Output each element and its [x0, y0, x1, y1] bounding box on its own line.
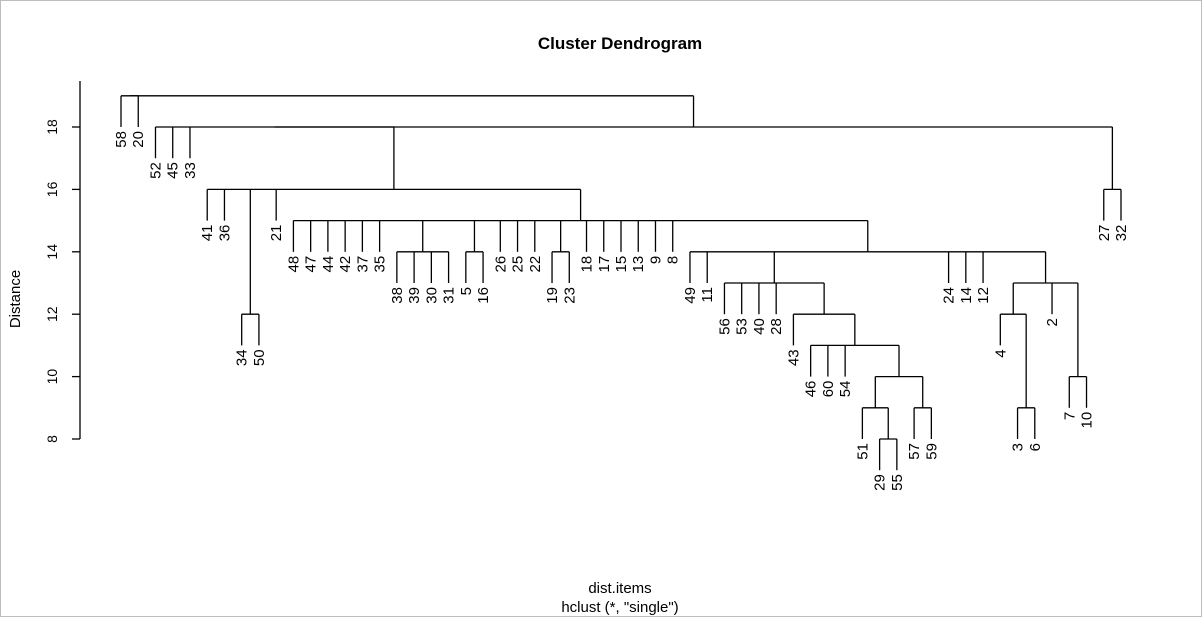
y-tick-label: 8	[44, 435, 60, 443]
leaf-label-54: 54	[837, 381, 854, 398]
leaf-label-5: 5	[458, 287, 475, 295]
leaf-label-42: 42	[337, 256, 354, 273]
leaf-label-35: 35	[372, 256, 389, 273]
leaf-label-50: 50	[251, 349, 268, 366]
leaf-label-17: 17	[596, 256, 613, 273]
leaf-label-36: 36	[216, 225, 233, 242]
dendrogram-branches	[120, 95, 1122, 471]
y-tick-label: 10	[44, 369, 60, 385]
leaf-label-28: 28	[768, 318, 785, 335]
leaf-label-44: 44	[320, 256, 337, 273]
chart-title: Cluster Dendrogram	[538, 34, 702, 53]
leaf-label-14: 14	[958, 287, 975, 304]
leaf-label-7: 7	[1061, 412, 1078, 420]
leaf-label-12: 12	[975, 287, 992, 304]
leaf-label-59: 59	[923, 443, 940, 460]
x-axis-label: dist.items	[588, 580, 651, 597]
leaf-label-4: 4	[992, 349, 1009, 357]
leaf-label-34: 34	[234, 349, 251, 366]
y-tick-label: 18	[44, 119, 60, 135]
leaf-label-18: 18	[579, 256, 596, 273]
leaf-label-55: 55	[889, 474, 906, 491]
leaf-label-51: 51	[854, 443, 871, 460]
leaf-label-45: 45	[165, 162, 182, 179]
leaf-label-53: 53	[734, 318, 751, 335]
leaf-label-24: 24	[941, 287, 958, 304]
leaf-label-52: 52	[147, 162, 164, 179]
leaf-label-39: 39	[406, 287, 423, 304]
leaf-label-19: 19	[544, 287, 561, 304]
leaf-label-56: 56	[716, 318, 733, 335]
leaf-label-27: 27	[1096, 225, 1113, 242]
leaf-label-23: 23	[561, 287, 578, 304]
leaf-label-49: 49	[682, 287, 699, 304]
leaf-label-15: 15	[613, 256, 630, 273]
leaf-label-2: 2	[1044, 318, 1061, 326]
y-tick-label: 12	[44, 306, 60, 322]
leaf-label-10: 10	[1079, 412, 1096, 429]
leaf-label-26: 26	[492, 256, 509, 273]
leaf-label-25: 25	[510, 256, 527, 273]
leaf-label-6: 6	[1027, 443, 1044, 451]
leaf-label-11: 11	[699, 287, 716, 303]
leaf-label-21: 21	[268, 225, 285, 242]
leaf-label-57: 57	[906, 443, 923, 460]
leaf-label-38: 38	[389, 287, 406, 304]
leaf-label-20: 20	[130, 131, 147, 148]
leaf-label-41: 41	[199, 225, 216, 242]
leaf-label-47: 47	[303, 256, 320, 273]
leaf-label-31: 31	[441, 287, 458, 304]
leaf-label-48: 48	[285, 256, 302, 273]
leaf-label-40: 40	[751, 318, 768, 335]
leaf-label-13: 13	[630, 256, 647, 273]
leaf-label-29: 29	[872, 474, 889, 491]
leaf-label-33: 33	[182, 162, 199, 179]
leaf-label-46: 46	[803, 381, 820, 398]
leaf-label-37: 37	[354, 256, 371, 273]
y-axis: 8 10 12 14 16 18	[44, 81, 81, 443]
leaf-label-16: 16	[475, 287, 492, 304]
y-axis-label: Distance	[7, 270, 24, 328]
leaf-label-60: 60	[820, 381, 837, 398]
leaf-label-30: 30	[423, 287, 440, 304]
leaf-label-58: 58	[113, 131, 130, 148]
leaf-label-9: 9	[647, 256, 664, 264]
leaf-label-3: 3	[1010, 443, 1027, 451]
leaf-label-32: 32	[1113, 225, 1130, 242]
y-tick-label: 16	[44, 181, 60, 197]
leaf-label-43: 43	[785, 349, 802, 366]
leaf-label-22: 22	[527, 256, 544, 273]
y-tick-label: 14	[44, 244, 60, 260]
method-sublabel: hclust (*, "single")	[561, 599, 678, 616]
leaf-label-8: 8	[665, 256, 682, 264]
